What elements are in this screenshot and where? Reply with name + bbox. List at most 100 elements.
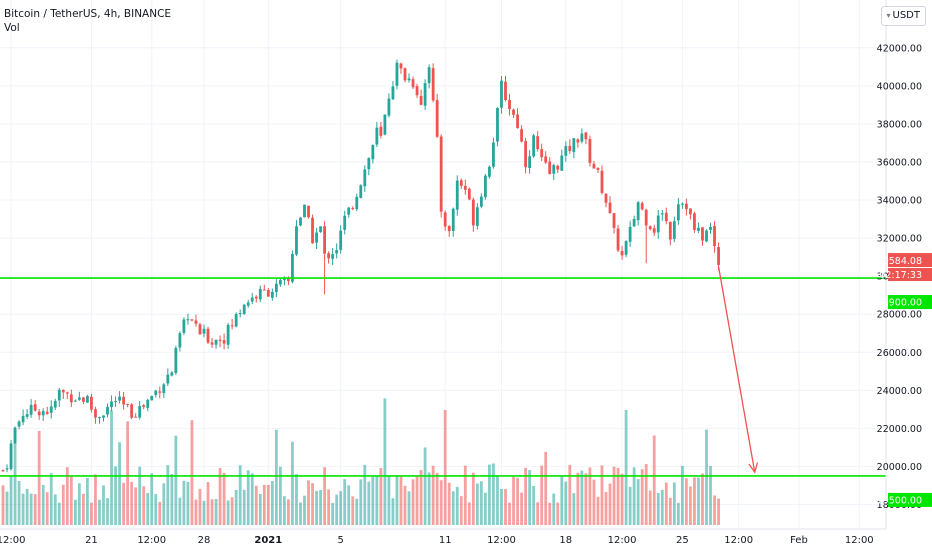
support-price-label: 19500.00	[877, 495, 922, 506]
candle-body	[435, 100, 439, 137]
volume-bar	[150, 473, 154, 525]
time-tick-label: 12:00	[487, 535, 516, 546]
volume-indicator-label[interactable]: Vol	[4, 22, 20, 34]
volume-bar	[186, 481, 190, 525]
volume-bar	[246, 470, 250, 525]
candle-body	[106, 406, 109, 415]
candle-body	[45, 411, 49, 414]
candle-body	[250, 297, 254, 302]
volume-bar	[363, 464, 367, 525]
price-tick-label: 22000.00	[877, 424, 922, 435]
candle-body	[94, 409, 97, 418]
candle-body	[676, 204, 680, 221]
candle-body	[242, 304, 246, 314]
candle-body	[190, 319, 194, 321]
candle-body	[568, 145, 572, 152]
volume-bar	[262, 484, 266, 525]
volume-bar	[226, 500, 230, 525]
time-tick-label: 28	[198, 535, 211, 546]
time-tick-label: 12:00	[724, 535, 753, 546]
candle-body	[415, 86, 419, 96]
volume-bar	[383, 398, 387, 525]
candle-body	[584, 132, 588, 140]
volume-bar	[689, 486, 692, 525]
candle-body	[331, 254, 335, 259]
volume-bar	[540, 465, 544, 525]
volume-bar	[57, 502, 61, 525]
chart-legend: Bitcoin / TetherUS, 4h, BINANCE Vol	[4, 7, 171, 35]
volume-bar	[475, 483, 479, 525]
candle-body	[226, 324, 230, 345]
volume-bar	[612, 466, 616, 525]
volume-bar	[162, 483, 166, 525]
candle-body	[170, 372, 174, 376]
candle-body	[516, 114, 519, 129]
candle-body	[138, 405, 142, 418]
candle-body	[407, 78, 411, 81]
volume-bar	[278, 466, 282, 525]
candle-body	[693, 213, 696, 230]
time-tick-label: 18	[559, 535, 572, 546]
last-price-label: 30584.08	[877, 256, 922, 267]
currency-button[interactable]: ▾ USDT	[880, 6, 926, 26]
volume-bar	[311, 483, 314, 525]
time-tick-label: 21	[85, 535, 98, 546]
volume-bar	[668, 497, 672, 525]
candle-body	[178, 333, 182, 348]
volume-bar	[190, 420, 194, 525]
volume-bar	[600, 465, 604, 525]
volume-bar	[656, 493, 660, 525]
candle-body	[287, 278, 290, 281]
volume-bar	[65, 467, 69, 525]
candle-body	[154, 390, 158, 395]
candle-body	[648, 226, 652, 230]
volume-bar	[664, 482, 668, 525]
candle-body	[664, 212, 668, 222]
candle-body	[311, 217, 314, 244]
volume-bar	[375, 476, 379, 525]
candle-body	[508, 99, 511, 110]
volume-bar	[218, 468, 222, 525]
volume-bar	[158, 501, 162, 525]
volume-bar	[572, 493, 576, 525]
candle-body	[194, 320, 198, 324]
last-price-label-bg	[888, 253, 932, 268]
candle-body	[146, 399, 150, 408]
volume-bar	[17, 480, 21, 525]
volume-bar	[33, 494, 37, 525]
support-price-label: 29900.00	[877, 298, 922, 309]
time-tick-label: 5	[337, 535, 343, 546]
volume-bar	[496, 476, 499, 525]
candle-body	[447, 226, 451, 232]
time-tick-label: 12:00	[137, 535, 166, 546]
volume-bar	[608, 483, 612, 525]
volume-bar	[463, 465, 467, 525]
candle-body	[86, 395, 89, 403]
volume-bar	[146, 492, 150, 525]
candle-body	[283, 278, 286, 281]
candle-body	[17, 421, 21, 427]
candle-body	[532, 135, 536, 157]
volume-bar	[77, 483, 81, 525]
candle-body	[303, 204, 306, 218]
volume-bar	[411, 479, 415, 525]
candle-body	[528, 156, 532, 168]
candle-body	[33, 404, 37, 411]
candle-body	[383, 114, 387, 135]
volume-bar	[640, 469, 644, 525]
volume-bar	[291, 441, 294, 525]
volume-bar	[709, 465, 712, 525]
candle-body	[713, 226, 716, 247]
candle-body	[697, 227, 700, 231]
symbol-title: Bitcoin / TetherUS, 4h, BINANCE	[4, 8, 172, 20]
candle-body	[628, 226, 632, 242]
volume-bar	[307, 480, 310, 525]
candle-body	[347, 207, 351, 215]
time-tick-label: Feb	[790, 535, 808, 546]
volume-bar	[399, 476, 403, 525]
volume-bar	[287, 499, 290, 525]
volume-bar	[94, 474, 97, 525]
candle-body	[69, 394, 73, 403]
